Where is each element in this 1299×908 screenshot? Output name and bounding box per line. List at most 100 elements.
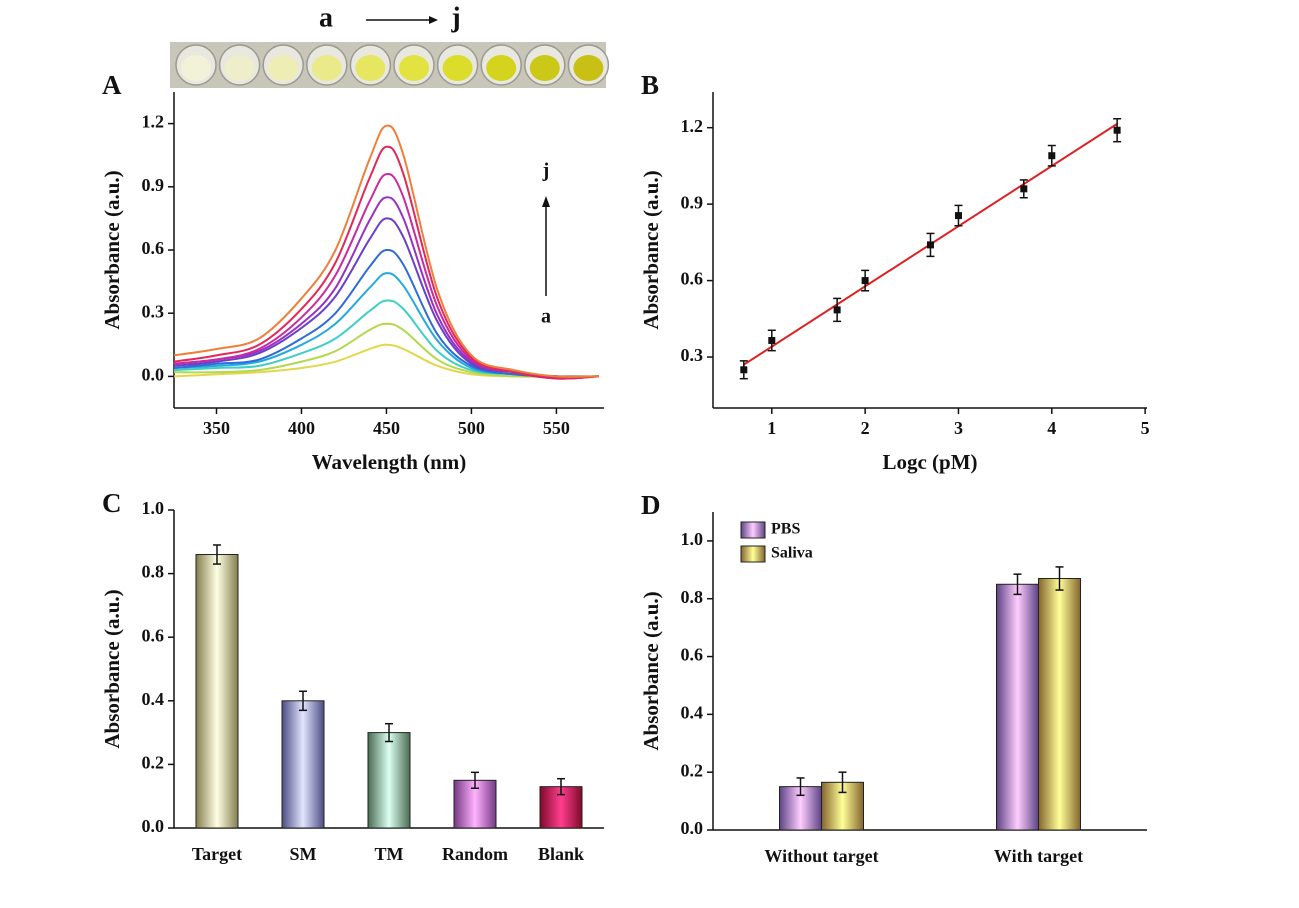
y-axis-label: Absorbance (a.u.)	[100, 170, 124, 329]
y-tick-label: 0.0	[681, 818, 704, 838]
vial-liquid	[486, 55, 517, 81]
bar	[281, 700, 325, 829]
y-tick-label: 0.3	[681, 345, 704, 365]
x-tick-label: 400	[288, 418, 315, 438]
error-bar	[213, 544, 221, 565]
spectrum-line	[173, 322, 599, 378]
vial-liquid	[224, 55, 255, 81]
y-tick-label: 0.8	[681, 587, 704, 607]
y-tick-label: 0.9	[681, 192, 704, 212]
x-tick-label: 1	[767, 418, 776, 438]
panel-label: A	[102, 70, 122, 100]
legend-label: Saliva	[771, 545, 813, 562]
vial-liquid	[442, 55, 473, 81]
photo-label-start: a	[319, 2, 333, 33]
legend-swatch	[740, 545, 766, 563]
y-tick-label: 0.9	[142, 175, 165, 195]
y-tick-label: 0.4	[142, 689, 165, 709]
x-tick-label: With target	[994, 846, 1083, 866]
y-axis-label: Absorbance (a.u.)	[639, 591, 663, 750]
vial-liquid	[268, 55, 299, 81]
x-tick-label: SM	[290, 844, 317, 864]
y-tick-label: 1.2	[142, 112, 165, 132]
spectrum-line	[173, 196, 599, 378]
spectrum-line	[173, 217, 599, 378]
point	[833, 306, 841, 314]
y-tick-label: 0.0	[142, 365, 165, 385]
error-bar	[838, 771, 847, 794]
panel-label: C	[102, 488, 122, 518]
error-bar	[1055, 566, 1064, 591]
y-tick-label: 0.2	[142, 753, 165, 773]
bar	[1038, 577, 1081, 831]
error-bar	[557, 777, 565, 796]
y-tick-label: 0.6	[681, 645, 704, 665]
x-tick-label: Without target	[764, 846, 878, 866]
annotation: a	[541, 306, 551, 328]
x-tick-label: TM	[375, 844, 404, 864]
error-bar	[471, 771, 479, 789]
error-bar	[385, 722, 393, 743]
photo-arrowhead	[429, 16, 438, 24]
y-tick-label: 0.8	[142, 562, 165, 582]
legend-label: PBS	[771, 521, 800, 538]
spectrum-line	[173, 272, 599, 378]
annotation-arrowhead	[542, 196, 550, 207]
vial-liquid	[355, 55, 386, 81]
x-axis-label: Wavelength (nm)	[312, 450, 467, 474]
y-axis-label: Absorbance (a.u.)	[639, 170, 663, 329]
error-bar	[1013, 573, 1022, 596]
x-tick-label: 4	[1047, 418, 1056, 438]
x-tick-label: 5	[1141, 418, 1150, 438]
vial-liquid	[529, 55, 560, 81]
vial-liquid	[181, 55, 211, 81]
x-tick-label: 550	[543, 418, 570, 438]
vial-liquid	[573, 55, 604, 81]
y-tick-label: 0.6	[681, 269, 704, 289]
spectrum-line	[173, 145, 599, 380]
point	[1020, 185, 1028, 193]
point	[926, 241, 934, 249]
y-tick-label: 0.0	[142, 816, 165, 836]
spectrum-line	[173, 248, 599, 378]
x-tick-label: Blank	[538, 844, 584, 864]
y-tick-label: 0.4	[681, 702, 704, 722]
bar	[779, 786, 822, 831]
y-axis-label: Absorbance (a.u.)	[100, 589, 124, 748]
y-tick-label: 0.2	[681, 760, 704, 780]
point	[954, 212, 962, 220]
legend-swatch	[740, 521, 766, 539]
x-tick-label: Target	[192, 844, 242, 864]
y-tick-label: 0.6	[142, 625, 165, 645]
spectrum-line	[173, 124, 599, 378]
y-tick-label: 0.3	[142, 301, 165, 321]
error-bar	[299, 690, 307, 712]
point	[1048, 152, 1056, 160]
y-tick-label: 1.2	[681, 116, 704, 136]
photo-label-end: j	[450, 2, 460, 33]
y-tick-label: 0.6	[142, 238, 165, 258]
x-tick-label: 500	[458, 418, 485, 438]
x-tick-label: 350	[203, 418, 230, 438]
vial-liquid	[311, 55, 342, 81]
annotation: j	[542, 160, 550, 182]
x-tick-label: 2	[861, 418, 870, 438]
y-tick-label: 1.0	[142, 498, 165, 518]
x-tick-label: Random	[442, 844, 508, 864]
y-tick-label: 1.0	[681, 529, 704, 549]
x-tick-label: 450	[373, 418, 400, 438]
x-axis-label: Logc (pM)	[882, 450, 977, 474]
bar	[996, 583, 1039, 831]
spectrum-line	[173, 173, 599, 380]
vials	[175, 44, 610, 86]
error-bar	[796, 777, 805, 797]
point	[861, 277, 869, 285]
panel-label: B	[641, 70, 659, 100]
panel-label: D	[641, 490, 661, 520]
bar	[195, 554, 239, 829]
bar	[367, 732, 411, 829]
point	[1113, 126, 1121, 134]
x-tick-label: 3	[954, 418, 963, 438]
